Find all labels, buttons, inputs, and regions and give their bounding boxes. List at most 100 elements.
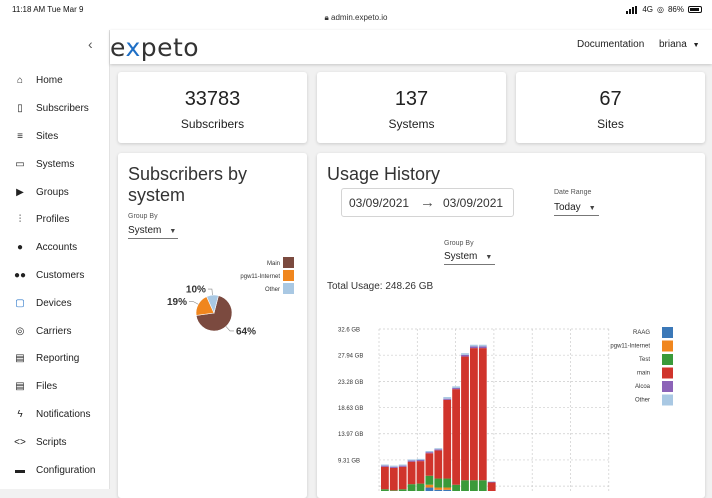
bar-segment[interactable] [443,478,452,488]
bar-segment[interactable] [407,484,416,491]
date-range-picker[interactable]: 03/09/2021 → 03/09/2021 [341,188,514,217]
bar-segment[interactable] [389,467,398,491]
bar-segment[interactable] [416,460,425,462]
bar-segment[interactable] [381,466,389,490]
bar-segment[interactable] [381,464,389,466]
bar-segment[interactable] [434,489,443,491]
sidebar-item-subscribers[interactable]: ▯ Subscribers [0,95,110,123]
bar-segment[interactable] [425,484,434,488]
chevron-left-icon[interactable]: ‹ [88,36,93,52]
bar-segment[interactable] [487,481,496,483]
sidebar-item-systems[interactable]: ▭ Systems [0,150,110,178]
sidebar-item-label: Carriers [36,325,72,337]
bar-segment[interactable] [398,489,407,491]
bar-segment[interactable] [470,346,478,349]
bar-segment[interactable] [470,480,478,491]
bar-segment[interactable] [389,490,398,491]
legend-swatch[interactable] [662,367,673,379]
bar-segment[interactable] [434,449,443,451]
sidebar-item-scripts[interactable]: <> Scripts [0,428,110,456]
date-from[interactable]: 03/09/2021 [349,196,410,210]
bar-segment[interactable] [425,475,434,485]
sidebar-item-profiles[interactable]: ⫶ Profiles [0,206,110,234]
date-range-select[interactable]: Today ▼ [554,202,599,216]
address-bar[interactable]: 🔒︎ admin.expeto.io [0,13,712,23]
legend-swatch[interactable] [662,327,673,338]
bar-segment[interactable] [416,461,425,484]
bar-segment[interactable] [487,482,496,491]
legend-swatch[interactable] [283,257,294,268]
bar-segment[interactable] [425,452,434,454]
sidebar-item-customers[interactable]: ●● Customers [0,262,110,290]
legend-swatch[interactable] [662,354,673,365]
sidebar-item-home[interactable]: ⌂ Home [0,67,110,95]
bar-segment[interactable] [461,480,469,491]
bar-segment[interactable] [478,344,487,347]
bar-segment[interactable] [443,398,452,400]
bar-segment[interactable] [398,466,407,490]
date-to[interactable]: 03/09/2021 [443,196,504,210]
sidebar-item-accounts[interactable]: ● Accounts [0,234,110,262]
bar-segment[interactable] [389,466,398,468]
bar-segment[interactable] [434,450,443,479]
bar-segment[interactable] [443,397,452,399]
bar-segment[interactable] [434,478,443,488]
bar-segment[interactable] [478,348,487,481]
bar-segment[interactable] [407,461,416,485]
sidebar-item-sites[interactable]: ≡ Sites [0,123,110,151]
date-range-value: Today [554,202,581,213]
sidebar-item-configuration[interactable]: ▬ Configuration [0,456,110,484]
card-title: Usage History [327,164,441,184]
bar-segment[interactable] [461,353,469,355]
bar-segment[interactable] [452,388,460,390]
bar-segment[interactable] [461,354,469,357]
bar-segment[interactable] [381,489,389,491]
usage-history-card: Usage History 03/09/2021 → 03/09/2021 Da… [317,153,705,498]
bar-segment[interactable] [434,448,443,450]
group-by-select[interactable]: System ▼ [128,225,178,239]
legend-swatch[interactable] [662,394,673,406]
bar-segment[interactable] [470,344,478,347]
group-by-select[interactable]: System ▼ [444,251,495,265]
bar-segment[interactable] [425,487,434,491]
legend-label: Main [267,261,280,267]
bar-segment[interactable] [416,458,425,460]
sidebar-item-carriers[interactable]: ◎ Carriers [0,317,110,345]
documentation-link[interactable]: Documentation [577,39,645,50]
pie-slice[interactable] [206,294,219,314]
bar-segment[interactable] [443,399,452,479]
bar-segment[interactable] [478,480,487,491]
stat-value: 33783 [184,88,241,110]
bar-segment[interactable] [416,483,425,491]
bar-segment[interactable] [461,356,469,481]
bar-segment[interactable] [478,346,487,349]
bar-segment[interactable] [452,386,460,389]
bar-segment[interactable] [425,453,434,476]
bar-segment[interactable] [389,465,398,467]
bar-segment[interactable] [398,465,407,467]
bar-segment[interactable] [452,389,460,485]
bar-segment[interactable] [398,464,407,466]
bar-segment[interactable] [443,489,452,491]
sidebar-item-notifications[interactable]: ϟ Notifications [0,401,110,429]
bar-segment[interactable] [470,348,478,481]
bar-segment[interactable] [452,484,460,491]
legend-swatch[interactable] [283,283,294,294]
stat-label: Subscribers [180,117,245,131]
legend-swatch[interactable] [662,340,673,352]
sidebar-item-devices[interactable]: ▢ Devices [0,289,110,317]
sidebar-item-groups[interactable]: ▶ Groups [0,178,110,206]
bar-segment[interactable] [425,451,434,453]
bar-segment[interactable] [381,465,389,467]
sidebar-item-files[interactable]: ▤ Files [0,373,110,401]
bar-segment[interactable] [407,460,416,462]
legend-swatch[interactable] [662,381,673,392]
user-menu[interactable]: briana ▼ [659,39,700,50]
bar-segment[interactable] [487,481,496,482]
expeto-logo[interactable]: expeto [110,33,200,62]
devices-icon: ▢ [15,297,25,309]
orientation-lock-icon: ◎ [657,5,664,14]
bar-segment[interactable] [407,459,416,461]
legend-swatch[interactable] [283,270,294,281]
sidebar-item-reporting[interactable]: ▤ Reporting [0,345,110,373]
